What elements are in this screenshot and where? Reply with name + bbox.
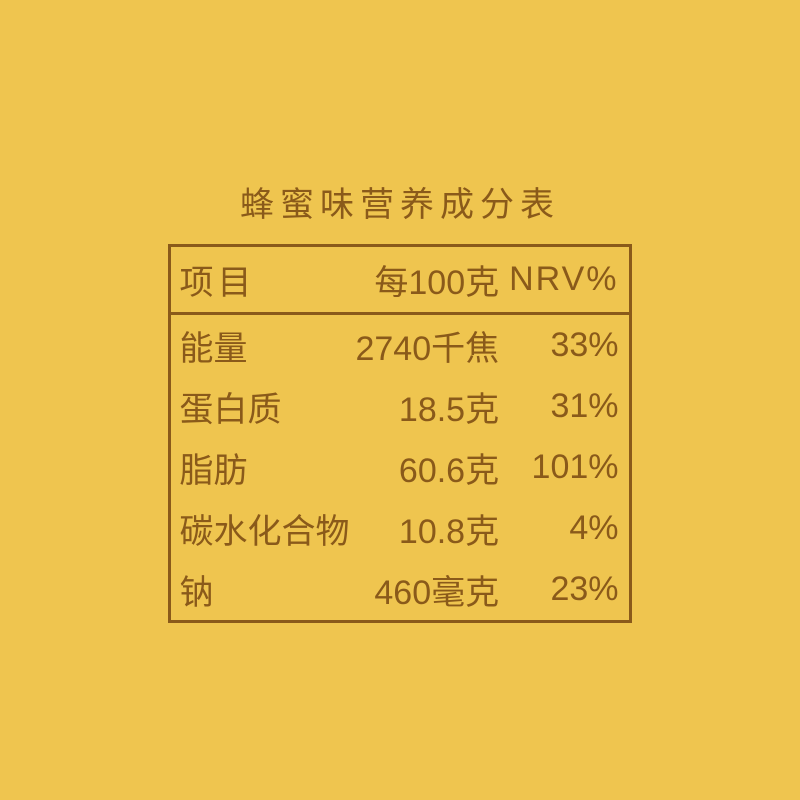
table-row: 脂肪 60.6克 101% bbox=[170, 437, 630, 498]
row-per100g: 10.8克 bbox=[349, 498, 503, 559]
table-title: 蜂蜜味营养成分表 bbox=[168, 177, 631, 226]
row-nrv: 33% bbox=[503, 314, 630, 377]
nutrition-table: 项目 每100克 NRV% 能量 2740千焦 33% 蛋白质 18.5克 31… bbox=[168, 244, 631, 623]
row-name: 能量 bbox=[170, 314, 350, 377]
table-row: 钠 460毫克 23% bbox=[170, 559, 630, 622]
row-per100g: 2740千焦 bbox=[349, 314, 503, 377]
row-name: 蛋白质 bbox=[170, 376, 350, 437]
row-name: 钠 bbox=[170, 559, 350, 622]
row-name: 脂肪 bbox=[170, 437, 350, 498]
header-per100g: 每100克 bbox=[349, 246, 503, 314]
table-header-row: 项目 每100克 NRV% bbox=[170, 246, 630, 314]
row-nrv: 31% bbox=[503, 376, 630, 437]
header-nrv: NRV% bbox=[503, 246, 630, 314]
row-nrv: 101% bbox=[503, 437, 630, 498]
table-row: 能量 2740千焦 33% bbox=[170, 314, 630, 377]
row-nrv: 4% bbox=[503, 498, 630, 559]
row-name: 碳水化合物 bbox=[170, 498, 350, 559]
row-nrv: 23% bbox=[503, 559, 630, 622]
header-item: 项目 bbox=[170, 246, 350, 314]
row-per100g: 60.6克 bbox=[349, 437, 503, 498]
row-per100g: 18.5克 bbox=[349, 376, 503, 437]
row-per100g: 460毫克 bbox=[349, 559, 503, 622]
table-row: 碳水化合物 10.8克 4% bbox=[170, 498, 630, 559]
table-row: 蛋白质 18.5克 31% bbox=[170, 376, 630, 437]
nutrition-panel: 蜂蜜味营养成分表 项目 每100克 NRV% 能量 2740千焦 33% 蛋白质… bbox=[168, 177, 631, 623]
